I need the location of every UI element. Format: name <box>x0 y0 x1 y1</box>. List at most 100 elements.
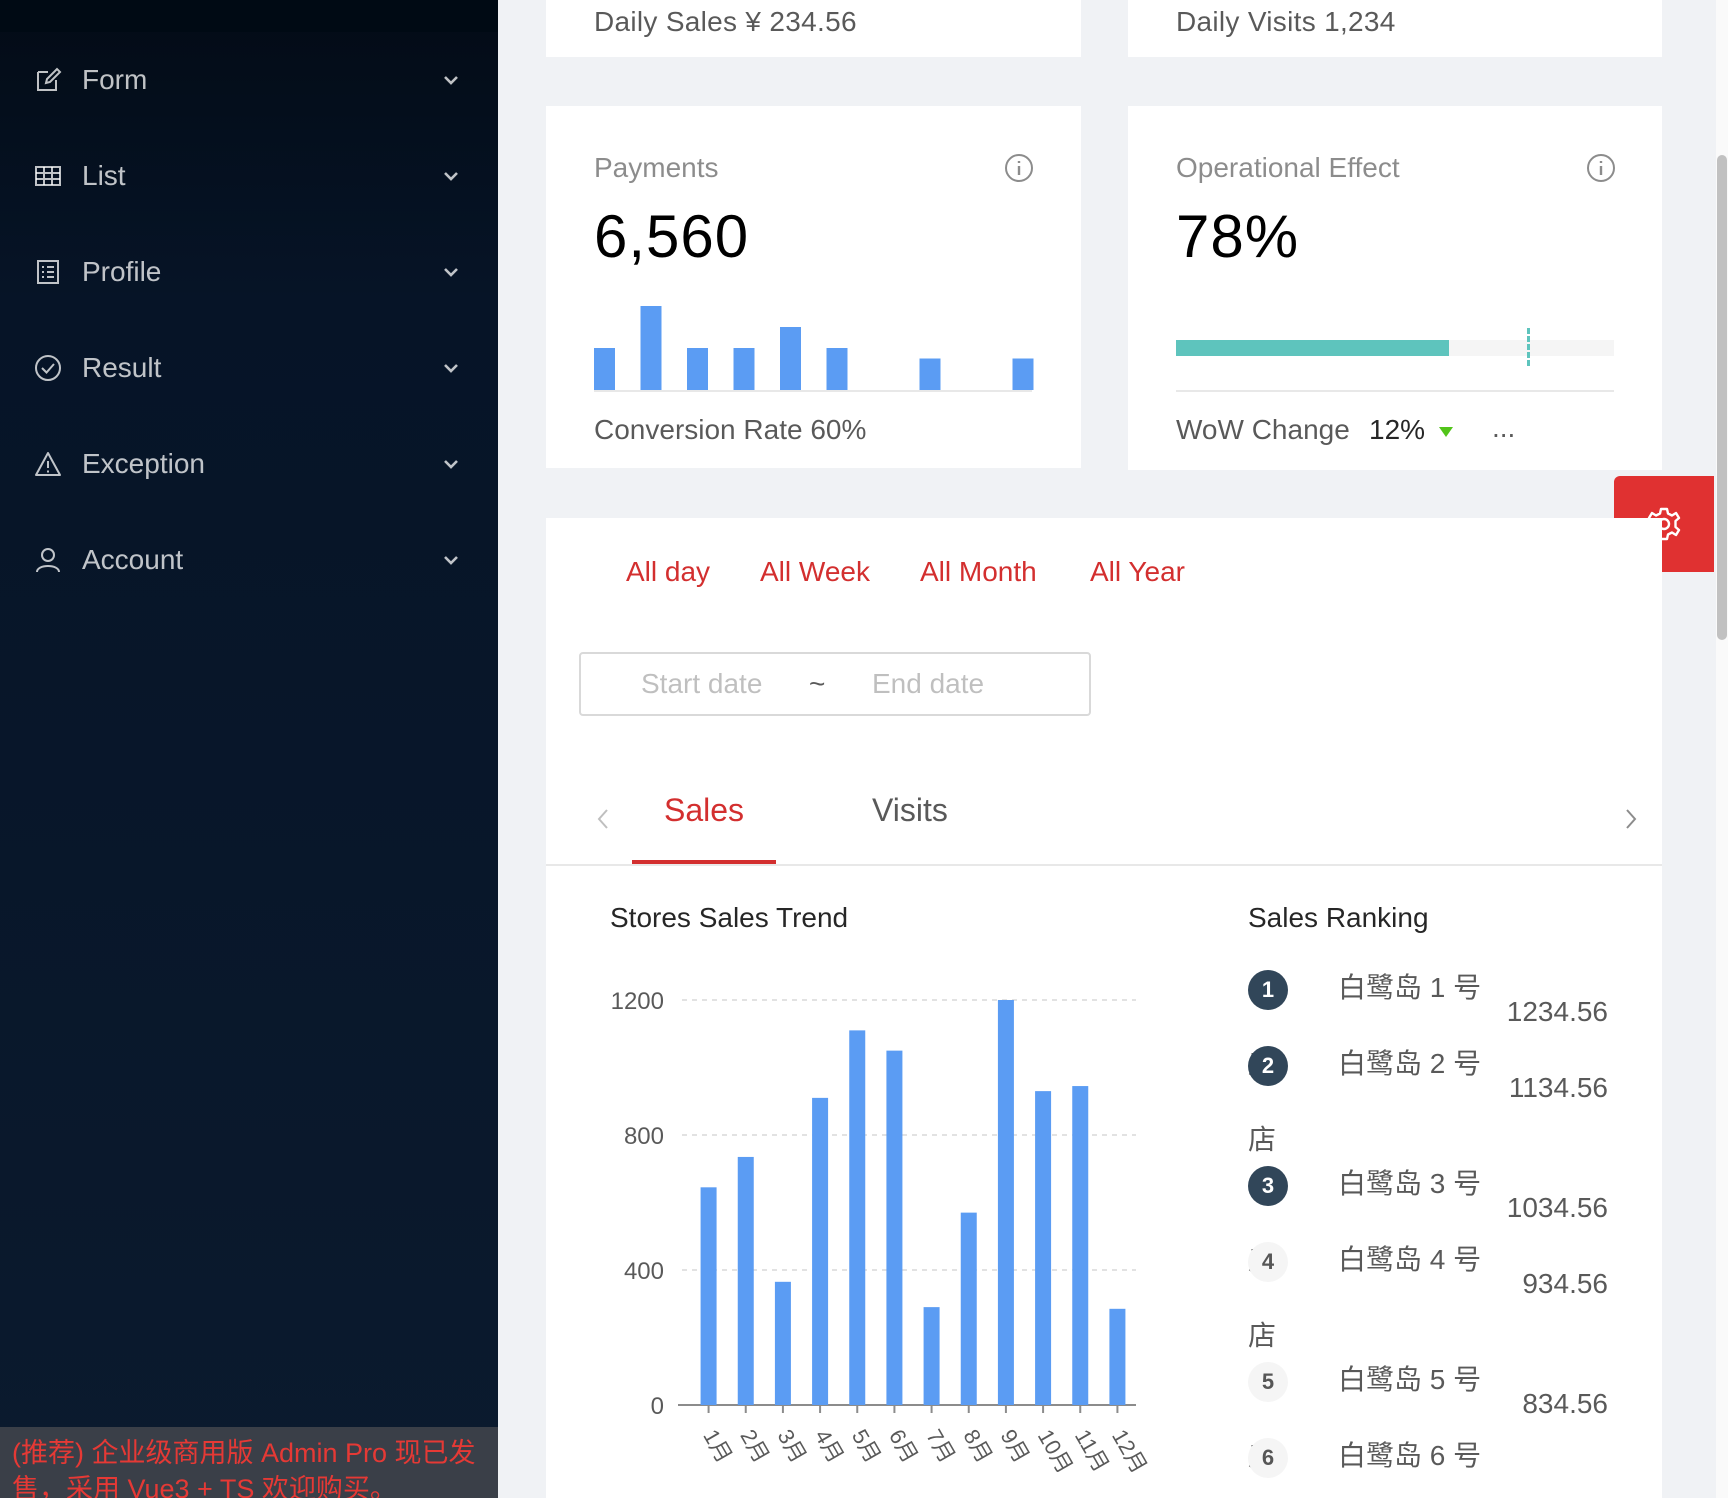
chevron-down-icon <box>444 76 458 85</box>
mini-bar <box>640 306 662 390</box>
y-tick-label: 400 <box>624 1258 664 1285</box>
bar <box>886 1050 903 1405</box>
bar <box>997 1000 1014 1405</box>
info-icon[interactable] <box>1004 153 1034 183</box>
rank-badge: 3 <box>1248 1166 1288 1206</box>
bar <box>960 1212 977 1405</box>
chevron-down-icon <box>444 172 458 181</box>
x-tick-label: 12月 <box>1107 1425 1152 1478</box>
chevron-left-icon[interactable] <box>596 808 610 830</box>
wow-change-label: WoW Change <box>1176 414 1350 445</box>
bar <box>1109 1308 1126 1405</box>
rank-badge: 6 <box>1248 1438 1288 1478</box>
conversion-rate-text: Conversion Rate 60% <box>594 414 867 445</box>
x-tick-label: 11月 <box>1070 1425 1114 1476</box>
sidebar-item-profile[interactable]: Profile <box>0 237 498 307</box>
rank-badge: 5 <box>1248 1362 1288 1402</box>
range-all-week[interactable]: All Week <box>760 556 870 587</box>
sidebar-item-form[interactable]: Form <box>0 45 498 115</box>
bar <box>774 1281 791 1405</box>
chevron-down-icon <box>444 556 458 565</box>
range-all-day[interactable]: All day <box>626 556 711 587</box>
trend-title: Stores Sales Trend <box>610 902 849 933</box>
sidebar: Form List Profile Result Exception <box>0 0 498 1498</box>
profile-icon <box>37 260 59 284</box>
mini-bar <box>919 358 941 390</box>
date-separator: ~ <box>809 668 826 699</box>
wow-change-value: 12% <box>1369 414 1426 445</box>
bar <box>700 1187 717 1405</box>
payments-value: 6,560 <box>594 203 750 270</box>
rank-badge: 1 <box>1248 970 1288 1010</box>
x-tick-label: 8月 <box>958 1425 997 1467</box>
x-tick-label: 10月 <box>1033 1425 1078 1478</box>
date-range-picker[interactable]: Start date ~ End date <box>579 652 1091 716</box>
daily-visits-text: Daily Visits 1,234 <box>1176 6 1396 37</box>
user-icon <box>36 548 60 573</box>
chevron-down-icon <box>444 460 458 469</box>
bar <box>849 1030 866 1405</box>
mini-bar <box>826 348 848 390</box>
rank-sales-value: 1034.56 <box>1506 1192 1608 1223</box>
promo-banner[interactable]: (推荐) 企业级商用版 Admin Pro 现已发售，采用 Vue3 + TS … <box>0 1427 498 1498</box>
x-tick-label: 2月 <box>735 1425 774 1467</box>
info-icon[interactable] <box>1586 153 1616 183</box>
operational-effect-card: Operational Effect 78% WoW Change 12% ..… <box>1128 106 1662 470</box>
warning-icon <box>35 452 61 476</box>
x-tick-label: 5月 <box>847 1425 886 1467</box>
progress-target-marker <box>1527 328 1531 366</box>
tab-active-indicator <box>632 860 776 864</box>
card-title: Operational Effect <box>1176 152 1400 183</box>
mini-bar <box>594 348 615 390</box>
scrollbar-thumb[interactable] <box>1717 155 1727 640</box>
rank-sales-value: 1234.56 <box>1506 996 1608 1027</box>
rank-badge: 2 <box>1248 1046 1288 1086</box>
x-tick-label: 3月 <box>773 1425 812 1467</box>
sidebar-item-label: Form <box>82 64 148 95</box>
caret-down-icon <box>1439 427 1453 437</box>
table-icon <box>35 166 61 186</box>
sidebar-item-label: Profile <box>82 256 162 287</box>
sales-panel: All day All Week All Month All Year Star… <box>546 518 1662 1498</box>
mini-bar <box>687 348 708 390</box>
form-icon <box>37 67 62 91</box>
progress-track <box>1176 328 1614 366</box>
tab-sales[interactable]: Sales <box>664 792 745 828</box>
payments-mini-chart <box>594 306 1034 392</box>
sidebar-item-result[interactable]: Result <box>0 333 498 403</box>
rank-store-name: 白鹭岛 2 号店 <box>1248 1048 1482 1155</box>
x-tick-label: 7月 <box>921 1425 960 1467</box>
sidebar-item-exception[interactable]: Exception <box>0 429 498 499</box>
sidebar-item-list[interactable]: List <box>0 141 498 211</box>
daily-sales-text: Daily Sales ¥ 234.56 <box>594 6 857 37</box>
x-tick-label: 4月 <box>810 1425 849 1467</box>
mini-bar <box>733 348 755 390</box>
chevron-right-icon[interactable] <box>1624 808 1638 830</box>
bar <box>1072 1086 1089 1405</box>
start-date-input[interactable]: Start date <box>641 668 763 699</box>
rank-sales-value: 1134.56 <box>1508 1072 1608 1103</box>
mini-bar <box>780 327 801 390</box>
ranking-title: Sales Ranking <box>1248 902 1429 933</box>
sidebar-item-label: Account <box>82 544 184 575</box>
y-tick-label: 1200 <box>611 988 664 1015</box>
range-all-year[interactable]: All Year <box>1090 556 1185 587</box>
y-tick-label: 0 <box>651 1393 664 1420</box>
rank-sales-value: 834.56 <box>1522 1388 1608 1419</box>
sidebar-item-account[interactable]: Account <box>0 525 498 595</box>
bar <box>1035 1091 1052 1405</box>
end-date-input[interactable]: End date <box>872 668 985 699</box>
check-circle-icon <box>35 355 61 381</box>
bar <box>737 1156 754 1405</box>
divider <box>1176 390 1614 392</box>
bar <box>923 1307 940 1405</box>
range-all-month[interactable]: All Month <box>920 556 1037 587</box>
bar <box>812 1097 829 1405</box>
tab-visits[interactable]: Visits <box>872 792 948 828</box>
rank-sales-value: 934.56 <box>1522 1268 1608 1299</box>
more-text[interactable]: ... <box>1492 412 1516 443</box>
sidebar-item-label: Exception <box>82 448 205 479</box>
tab-bar: Sales Visits <box>546 754 1662 866</box>
mini-bar <box>1012 358 1034 390</box>
